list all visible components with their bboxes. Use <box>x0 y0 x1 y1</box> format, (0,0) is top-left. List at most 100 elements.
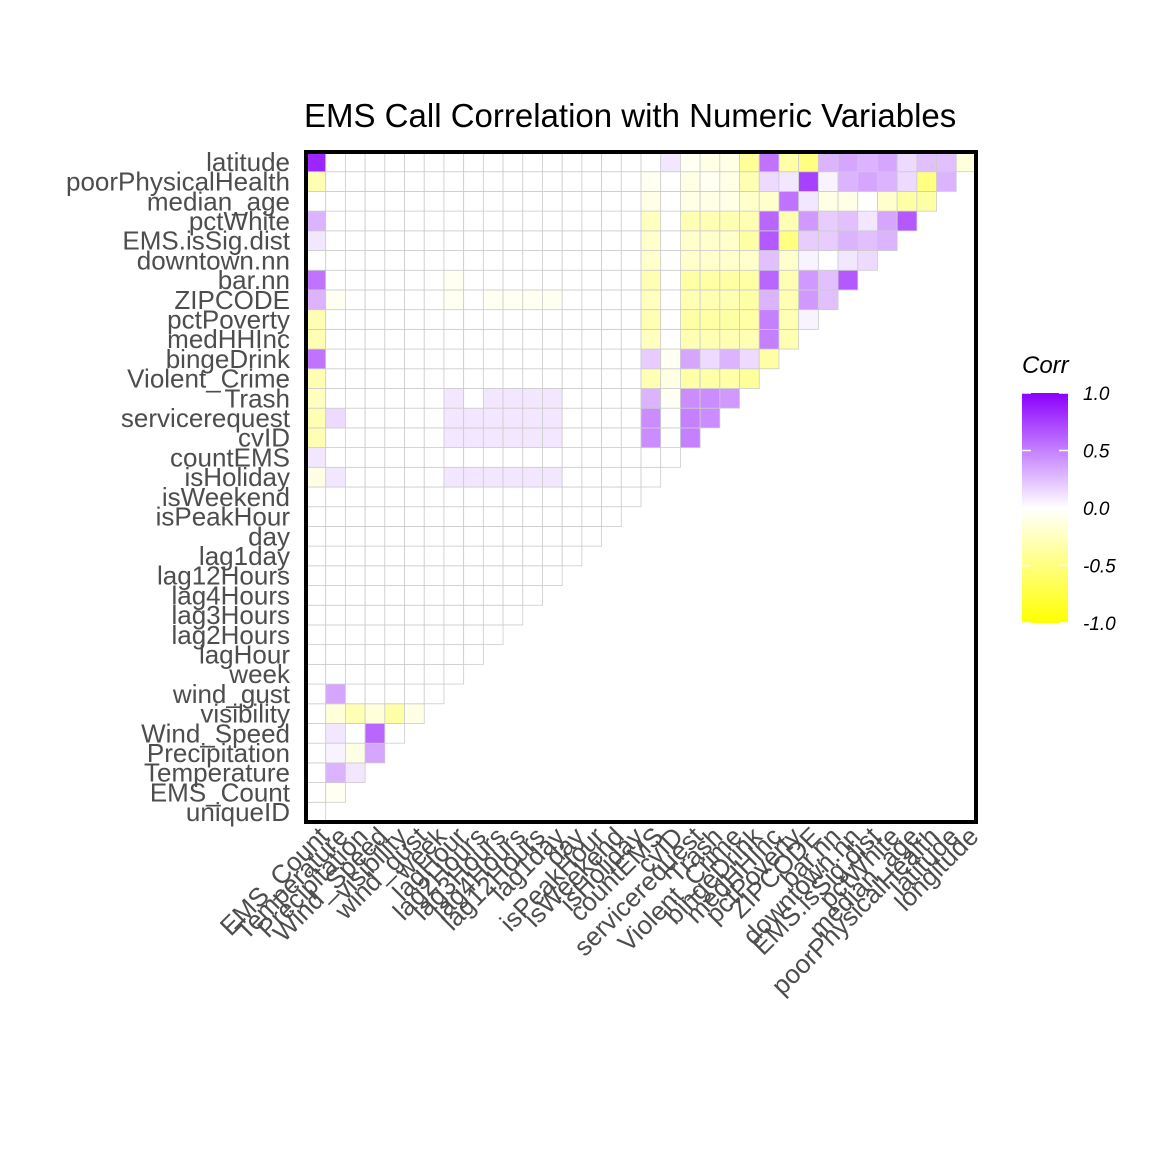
heatmap-cell <box>502 388 524 409</box>
heatmap-cell <box>305 782 327 803</box>
heatmap-cell <box>325 703 346 724</box>
heatmap-cell <box>463 407 484 429</box>
heatmap-cell <box>680 407 701 429</box>
heatmap-cell <box>542 269 563 291</box>
heatmap-cell <box>443 565 465 586</box>
heatmap-cell <box>364 466 386 488</box>
heatmap-cell <box>601 466 622 488</box>
heatmap-cell <box>325 565 346 586</box>
heatmap-cell <box>522 427 543 448</box>
heatmap-cell <box>384 191 405 212</box>
heatmap-cell <box>423 407 445 429</box>
heatmap-cell <box>817 151 839 173</box>
y-tick-label: bar.nn <box>218 265 290 295</box>
heatmap-cell <box>325 407 346 429</box>
heatmap-cell <box>896 210 918 232</box>
heatmap-cell <box>384 447 405 468</box>
heatmap-cell <box>758 348 780 370</box>
heatmap-cell <box>325 585 346 606</box>
y-tick-label: Wind_Speed <box>141 718 290 748</box>
heatmap-cell <box>680 328 701 350</box>
heatmap-cell <box>305 526 327 547</box>
heatmap-cell <box>443 427 465 448</box>
heatmap-cell <box>798 191 819 212</box>
heatmap-cell <box>305 230 327 251</box>
heatmap-cell <box>502 407 524 429</box>
heatmap-cell <box>620 309 642 330</box>
heatmap-cell <box>660 447 681 468</box>
heatmap-cell <box>364 742 386 764</box>
y-tick-label: lag2Hours <box>171 620 290 650</box>
y-tick-label: servicerequest <box>121 403 291 433</box>
heatmap-cell <box>482 545 504 567</box>
heatmap-cell <box>325 289 346 311</box>
heatmap-cell <box>325 742 346 764</box>
heatmap-cell <box>423 526 445 547</box>
heatmap-cell <box>561 328 583 350</box>
heatmap-cell <box>482 328 504 350</box>
heatmap-cell <box>305 466 327 488</box>
heatmap-cell <box>325 328 346 350</box>
heatmap-cell <box>305 644 327 665</box>
heatmap-cell <box>719 269 740 291</box>
heatmap-cell <box>561 506 583 527</box>
heatmap-cell <box>482 309 504 330</box>
heatmap-cell <box>502 289 524 311</box>
heatmap-cell <box>404 348 425 370</box>
legend-ticks: 1.0 0.5 0.0 -0.5 -1.0 <box>1022 384 1116 635</box>
heatmap-cell <box>305 486 327 508</box>
heatmap-cell <box>325 348 346 370</box>
heatmap-cell <box>561 427 583 448</box>
heatmap-cell <box>325 624 346 646</box>
heatmap-cell <box>758 171 780 192</box>
heatmap-cell <box>364 151 386 173</box>
heatmap-cell <box>423 506 445 527</box>
heatmap-cell <box>364 644 386 665</box>
heatmap-cell <box>325 151 346 173</box>
heatmap-cell <box>305 447 327 468</box>
heatmap-cell <box>325 269 346 291</box>
heatmap-cell <box>364 604 386 626</box>
heatmap-cell <box>561 250 583 271</box>
heatmap-cell <box>482 388 504 409</box>
heatmap-cell <box>463 269 484 291</box>
heatmap-cell <box>778 250 800 271</box>
heatmap-cell <box>758 250 780 271</box>
heatmap-cell <box>522 545 543 567</box>
heatmap-cell <box>404 604 425 626</box>
heatmap-cell <box>345 328 366 350</box>
heatmap-cell <box>423 250 445 271</box>
heatmap-cell <box>463 644 484 665</box>
heatmap-cell <box>443 506 465 527</box>
heatmap-cell <box>581 269 602 291</box>
heatmap-cell <box>542 289 563 311</box>
heatmap-cell <box>758 151 780 173</box>
heatmap-cell <box>601 250 622 271</box>
heatmap-cell <box>404 506 425 527</box>
y-tick-label: isWeekend <box>162 482 290 512</box>
panel-border <box>304 150 978 824</box>
heatmap-cell <box>561 348 583 370</box>
heatmap-cell <box>680 230 701 251</box>
heatmap-cell <box>542 506 563 527</box>
heatmap-cell <box>817 230 839 251</box>
legend-tick-label: -1.0 <box>1083 614 1116 635</box>
heatmap-cell <box>561 466 583 488</box>
heatmap-cell <box>345 171 366 192</box>
heatmap-cell <box>699 151 721 173</box>
y-tick-label: EMS_Count <box>150 777 291 807</box>
heatmap-cell <box>601 427 622 448</box>
heatmap-cell <box>423 683 445 705</box>
heatmap-cell <box>502 466 524 488</box>
heatmap-cell <box>640 388 662 409</box>
heatmap-cell <box>384 269 405 291</box>
heatmap-cell <box>345 683 366 705</box>
heatmap-cell <box>561 309 583 330</box>
heatmap-cell <box>364 269 386 291</box>
heatmap-cell <box>384 526 405 547</box>
heatmap-cell <box>482 210 504 232</box>
heatmap-cell <box>345 506 366 527</box>
heatmap-cell <box>345 565 366 586</box>
heatmap-cell <box>798 210 819 232</box>
heatmap-cell <box>325 762 346 783</box>
